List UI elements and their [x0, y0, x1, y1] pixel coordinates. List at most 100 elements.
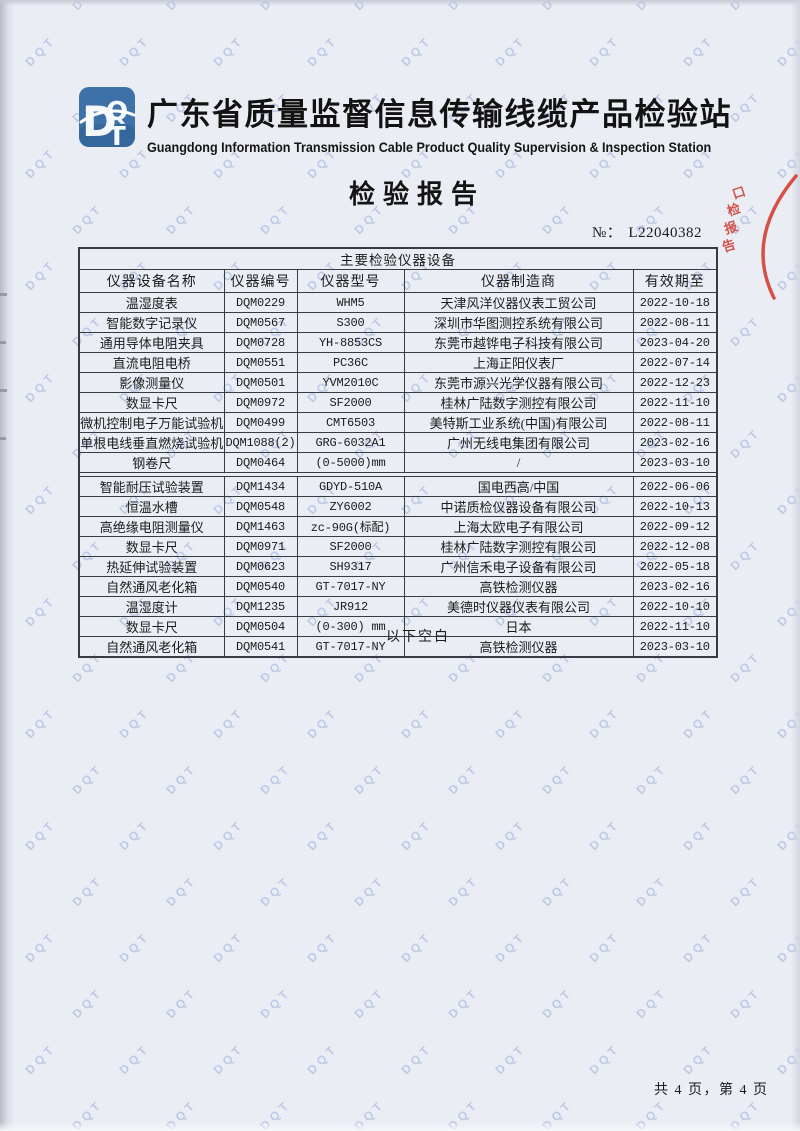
cell-model: SH9317 — [296, 556, 405, 577]
cell-equipment-name: 钢卷尺 — [78, 452, 225, 473]
cell-manufacturer: 上海正阳仪表厂 — [403, 352, 634, 373]
dqt-watermark: DQT — [0, 872, 12, 910]
table-row: 恒温水槽 DQM0548 ZY6002 中诺质检仪器设备有限公司 2022-10-13 — [78, 496, 718, 517]
cell-serial-no: DQM0499 — [223, 412, 298, 433]
dqt-watermark: DQT — [0, 648, 12, 686]
dqt-watermark: DQT — [634, 0, 670, 13]
dqt-watermark: DQT — [22, 1040, 59, 1078]
dqt-watermark: DQT — [0, 424, 12, 462]
dqt-watermark: DQT — [680, 1040, 717, 1078]
cell-manufacturer: 高铁检测仪器 — [403, 576, 634, 597]
dqt-watermark: DQT — [116, 32, 153, 70]
dqt-watermark: DQT — [727, 424, 764, 462]
instrument-table-body: 主要检验仪器设备 仪器设备名称 仪器编号 仪器型号 仪器制造商 有效期至 温湿度表 DQM… — [78, 247, 718, 658]
cell-manufacturer: 上海太欧电子有限公司 — [403, 516, 634, 537]
dqt-watermark: DQT — [492, 704, 529, 742]
cell-serial-no: DQM0229 — [223, 292, 298, 313]
dqt-watermark: DQT — [727, 872, 764, 910]
cell-equipment-name: 数显卡尺 — [78, 536, 225, 557]
dqt-watermark: DQT — [210, 32, 247, 70]
dqt-watermark: DQT — [258, 0, 294, 13]
dqt-watermark: DQT — [774, 480, 800, 518]
dqt-watermark: DQT — [774, 928, 800, 966]
dqt-watermark: DQT — [116, 1040, 153, 1078]
dqt-watermark: DQT — [728, 0, 764, 13]
cell-equipment-name: 热延伸试验装置 — [78, 556, 225, 577]
scan-speck — [0, 341, 6, 344]
dqt-watermark: DQT — [164, 0, 200, 13]
dqt-watermark: DQT — [727, 312, 764, 350]
dqt-watermark: DQT — [398, 928, 435, 966]
logo-shade — [79, 124, 135, 147]
dqt-watermark: DQT — [540, 0, 576, 13]
dqt-watermark: DQT — [633, 1096, 670, 1131]
dqt-watermark: DQT — [304, 32, 341, 70]
header: 广东省质量监督信息传输线缆产品检验站 Guangdong Information… — [147, 96, 747, 155]
station-name-cn: 广东省质量监督信息传输线缆产品检验站 — [147, 97, 732, 132]
logo-swoosh — [79, 109, 136, 124]
cell-equipment-name: 数显卡尺 — [78, 392, 225, 413]
cell-serial-no: DQM0501 — [223, 372, 298, 393]
cell-model: CMT6503 — [296, 412, 405, 433]
cell-manufacturer: 桂林广陆数字测控有限公司 — [403, 392, 634, 413]
scan-speck — [0, 293, 7, 296]
dqt-watermark: DQT — [0, 984, 12, 1022]
cell-serial-no: DQM0548 — [223, 496, 298, 517]
cell-manufacturer: 天津风洋仪器仪表工贸公司 — [403, 292, 634, 313]
page-footer: 共 4 页，第 4 页 — [654, 1083, 769, 1098]
cell-model: YH-8853CS — [296, 332, 405, 353]
instrument-table-container: 主要检验仪器设备 仪器设备名称 仪器编号 仪器型号 仪器制造商 有效期至 温湿度表 DQM… — [78, 247, 719, 658]
dqt-watermark: DQT — [633, 760, 670, 798]
cell-equipment-name: 微机控制电子万能试验机 — [78, 412, 225, 433]
table-title-row: 主要检验仪器设备 — [78, 247, 718, 270]
cell-equipment-name: 自然通风老化箱 — [78, 636, 225, 658]
cell-model: (0-300) mm — [296, 616, 405, 637]
table-row: 自然通风老化箱 DQM0540 GT-7017-NY 高铁检测仪器 2023-02-16 — [78, 576, 718, 597]
logo-letter-d: D — [82, 97, 117, 146]
column-header: 仪器设备名称 — [78, 269, 225, 293]
cell-serial-no: DQM0540 — [223, 576, 298, 597]
cell-model: PC36C — [296, 352, 405, 373]
dqt-watermark: DQT — [163, 984, 200, 1022]
cell-equipment-name: 恒温水槽 — [78, 496, 225, 517]
cell-valid-until: 2022-08-11 — [632, 312, 718, 333]
cell-equipment-name: 温湿度计 — [78, 596, 225, 617]
cell-manufacturer: 东莞市越铧电子科技有限公司 — [403, 332, 634, 353]
table-row: 直流电阻电桥 DQM0551 PC36C 上海正阳仪表厂 2022-07-14 — [78, 352, 718, 373]
cell-equipment-name: 影像测量仪 — [78, 372, 225, 393]
dqt-watermark: DQT — [445, 760, 482, 798]
dqt-watermark: DQT — [774, 32, 800, 70]
cell-valid-until: 2022-12-23 — [632, 372, 718, 393]
column-header: 有效期至 — [632, 269, 718, 293]
cell-equipment-name: 智能耐压试验装置 — [78, 476, 225, 497]
cell-valid-until: 2023-03-10 — [632, 636, 718, 658]
dqt-watermark: DQT — [586, 32, 623, 70]
cell-manufacturer: 国电西高/中国 — [403, 476, 634, 497]
dqt-watermark: DQT — [680, 816, 717, 854]
dqt-watermark: DQT — [586, 816, 623, 854]
cell-equipment-name: 温湿度表 — [78, 292, 225, 313]
dqt-watermark: DQT — [257, 1096, 294, 1131]
dqt-watermark: DQT — [774, 368, 800, 406]
cell-model: GT-7017-NY — [296, 636, 405, 658]
dqt-watermark: DQT — [22, 704, 59, 742]
scan-edge-top — [0, 0, 800, 6]
cell-model: ZY6002 — [296, 496, 405, 517]
report-number-label: №： — [592, 225, 623, 241]
dqt-watermark: DQT — [304, 704, 341, 742]
below-blank-note: 以下空白 — [386, 630, 450, 645]
cell-valid-until: 2023-02-16 — [632, 432, 718, 453]
table-row: 数显卡尺 DQM0504 (0-300) mm 日本 2022-11-10 — [78, 616, 718, 637]
dqt-watermark: DQT — [210, 1040, 247, 1078]
dqt-watermark: DQT — [22, 256, 59, 294]
dqt-watermark: DQT — [586, 704, 623, 742]
dqt-watermark: DQT — [0, 0, 12, 13]
scan-edge-left — [0, 0, 15, 1131]
cell-serial-no: DQM1088(2) — [223, 432, 298, 453]
cell-equipment-name: 智能数字记录仪 — [78, 312, 225, 333]
table-row: 影像测量仪 DQM0501 YVM2010C 东莞市源兴光学仪器有限公司 2022-12… — [78, 372, 718, 393]
cell-valid-until: 2022-10-18 — [632, 292, 718, 313]
cell-model: SF2000 — [296, 536, 405, 557]
cell-manufacturer: 日本 — [403, 616, 634, 637]
cell-valid-until: 2022-10-10 — [632, 596, 718, 617]
